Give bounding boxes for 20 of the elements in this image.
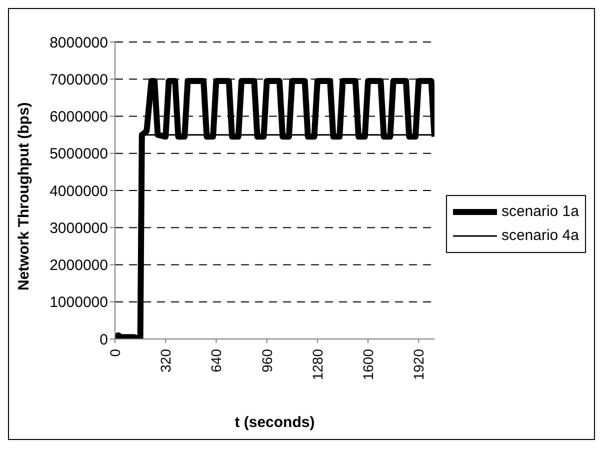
x-tick-label: 320	[158, 348, 174, 372]
x-tick-label: 640	[208, 348, 224, 372]
legend-label: scenario 1a	[501, 202, 579, 222]
y-tick-label: 0	[100, 331, 108, 348]
y-tick-label: 8000000	[50, 34, 108, 52]
legend-label: scenario 4a	[501, 226, 579, 246]
y-axis-title: Network Throughput (bps)	[15, 102, 32, 290]
x-tick-label: 1920	[410, 348, 427, 380]
y-tick-label: 3000000	[50, 220, 108, 237]
x-axis-title: t (seconds)	[234, 414, 315, 431]
y-tick-label: 1000000	[50, 294, 108, 312]
x-tick-label: 1600	[360, 348, 376, 380]
y-tick-label: 4000000	[50, 182, 108, 200]
x-tick-label: 1280	[309, 348, 326, 380]
y-tick-label: 2000000	[50, 257, 108, 274]
y-tick-label: 6000000	[50, 108, 108, 126]
x-tick-label: 0	[107, 348, 123, 357]
y-tick-label: 5000000	[50, 146, 108, 163]
y-tick-label: 7000000	[50, 71, 108, 88]
x-tick-label: 960	[258, 348, 275, 372]
